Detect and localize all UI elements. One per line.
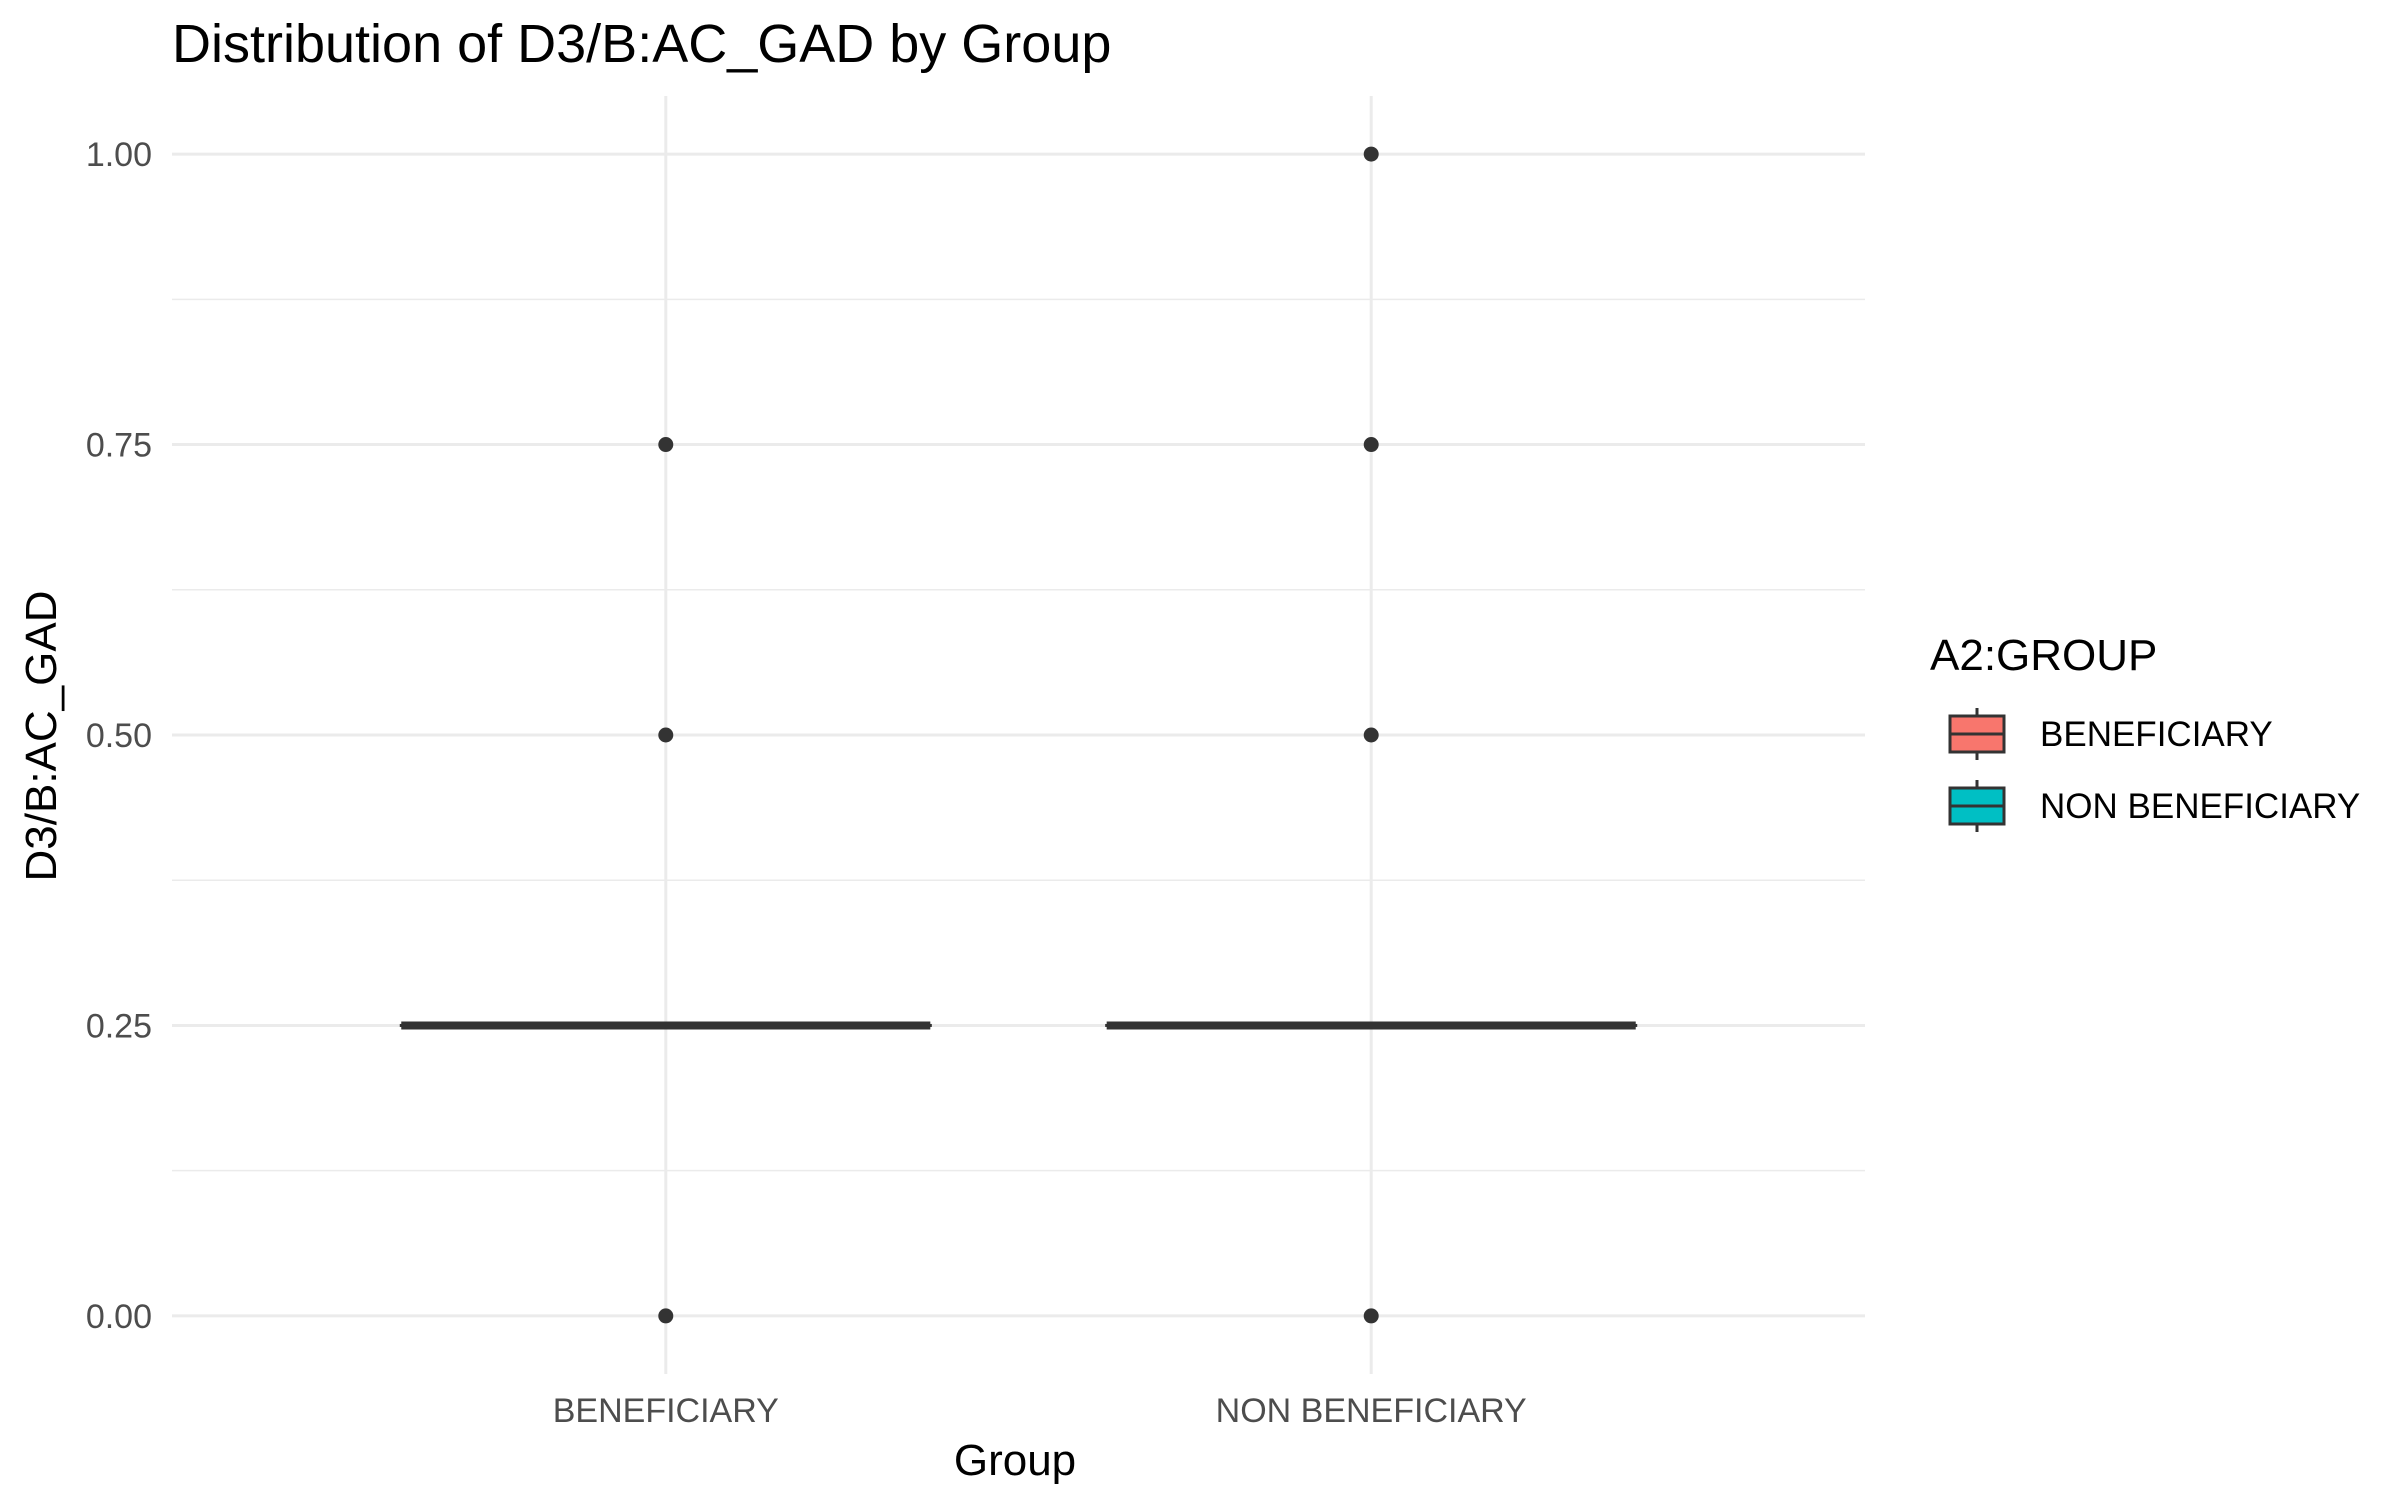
outlier-point <box>658 1308 674 1324</box>
x-tick-label: NON BENEFICIARY <box>1216 1392 1527 1430</box>
y-tick-label: 0.75 <box>86 427 152 465</box>
legend-key-2 <box>1948 780 2006 832</box>
y-tick-label: 0.50 <box>86 717 152 755</box>
x-axis-title: Group <box>954 1436 1076 1485</box>
x-tick-label: BENEFICIARY <box>553 1392 779 1430</box>
chart-title: Distribution of D3/B:AC_GAD by Group <box>172 14 1111 74</box>
y-tick-label: 1.00 <box>86 136 152 174</box>
outlier-points <box>658 146 1379 1324</box>
grid-lines <box>172 96 1865 1374</box>
outlier-point <box>1363 146 1379 162</box>
outlier-point <box>1363 727 1379 743</box>
legend-label: BENEFICIARY <box>2040 715 2273 754</box>
y-tick-label: 0.25 <box>86 1007 152 1045</box>
outlier-point <box>1363 1308 1379 1324</box>
outlier-point <box>658 437 674 453</box>
y-axis-ticks: 0.00 0.25 0.50 0.75 1.00 <box>86 136 152 1336</box>
outlier-point <box>658 727 674 743</box>
x-axis-ticks: BENEFICIARY NON BENEFICIARY <box>553 1392 1527 1430</box>
y-tick-label: 0.00 <box>86 1298 152 1336</box>
legend-title: A2:GROUP <box>1930 631 2157 680</box>
legend-label: NON BENEFICIARY <box>2040 787 2360 826</box>
y-axis-title: D3/B:AC_GAD <box>17 591 66 882</box>
outlier-point <box>1363 437 1379 453</box>
legend: A2:GROUP BENEFICIARY NON BENEFICIARY <box>1930 631 2360 832</box>
legend-key-1 <box>1948 708 2006 760</box>
